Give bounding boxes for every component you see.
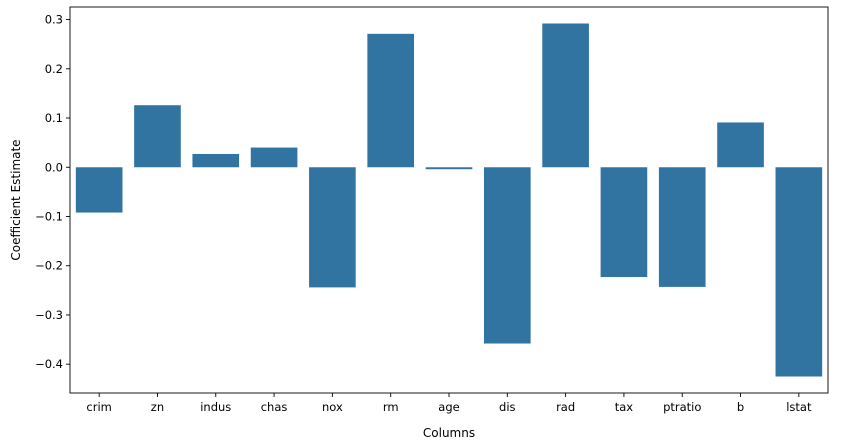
bar-age — [425, 167, 473, 170]
y-ticks-group: −0.4 −0.3 −0.2 −0.1 0.0 0.1 0.2 0.3 — [35, 13, 70, 371]
y-tick-label: 0.1 — [45, 111, 63, 125]
bar-dis — [483, 167, 531, 344]
y-tick-label: 0.0 — [45, 160, 63, 174]
x-axis-label: Columns — [423, 426, 475, 440]
x-ticks-group: crim zn indus chas nox rm age dis rad tax ptratio b… — [86, 393, 812, 414]
x-tick-label: indus — [200, 400, 231, 414]
bar-nox — [309, 167, 356, 288]
x-tick-label: age — [438, 400, 459, 414]
y-axis-label: Coefficient Estimate — [9, 139, 23, 260]
bar-ptratio — [658, 167, 706, 287]
y-tick-label: −0.2 — [35, 259, 63, 273]
x-tick-label: chas — [261, 400, 288, 414]
bar-crim — [75, 167, 123, 213]
x-tick-label: rm — [383, 400, 399, 414]
bar-rad — [542, 23, 589, 168]
bar-b — [717, 122, 764, 168]
x-tick-label: zn — [151, 400, 164, 414]
x-tick-label: b — [737, 400, 744, 414]
bar-tax — [600, 167, 648, 278]
bar-chas — [250, 147, 298, 168]
x-tick-label: crim — [86, 400, 111, 414]
bar-lstat — [775, 167, 823, 377]
bar-indus — [192, 153, 240, 168]
x-tick-label: ptratio — [663, 400, 701, 414]
x-tick-label: lstat — [786, 400, 812, 414]
bar-rm — [367, 33, 415, 168]
y-tick-label: 0.2 — [45, 62, 63, 76]
y-tick-label: −0.4 — [35, 357, 63, 371]
x-tick-label: rad — [556, 400, 575, 414]
x-tick-label: tax — [615, 400, 634, 414]
x-tick-label: nox — [322, 400, 343, 414]
bars-group — [75, 23, 823, 377]
bar-zn — [134, 105, 181, 168]
y-tick-label: −0.3 — [35, 308, 63, 322]
plot-frame — [69, 6, 829, 394]
y-tick-label: 0.3 — [45, 13, 63, 27]
y-tick-label: −0.1 — [35, 209, 63, 223]
x-tick-label: dis — [499, 400, 516, 414]
